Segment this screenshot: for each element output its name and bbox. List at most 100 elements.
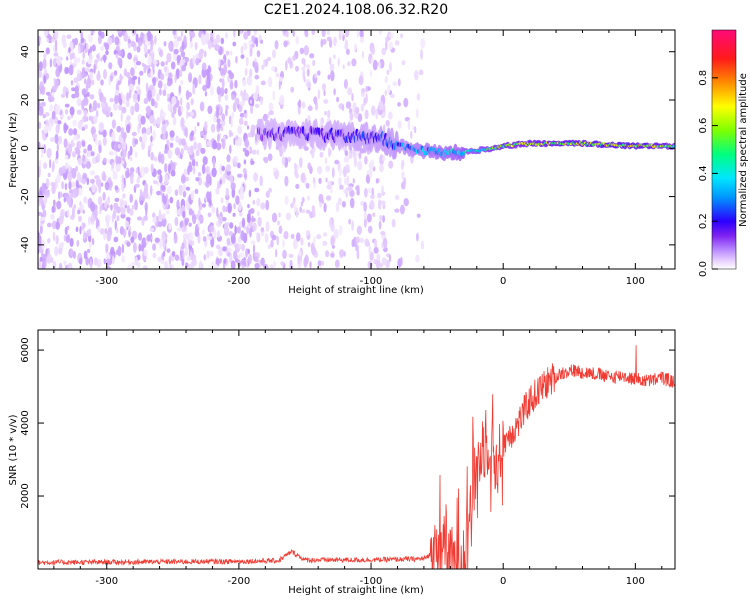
spectrogram-noise-mark (74, 91, 80, 98)
spectrogram-noise-mark (228, 231, 234, 237)
spectrogram-noise-mark (137, 123, 140, 134)
spectrogram-noise-mark (240, 45, 244, 55)
spectrogram-noise-mark (45, 190, 50, 198)
spectrogram-noise-mark (363, 201, 367, 212)
spectrogram-noise-mark (388, 41, 394, 50)
spectrogram-noise-mark (40, 152, 44, 158)
spectrogram-noise-mark (161, 192, 165, 203)
spectrogram-noise-mark (349, 197, 355, 209)
spectrogram-noise-mark (197, 172, 201, 177)
spectrogram-noise-mark (141, 62, 145, 67)
spectrogram-noise-mark (188, 72, 193, 83)
spectrogram-noise-mark (176, 227, 182, 232)
spectrogram-noise-mark (381, 47, 387, 56)
spectrogram-noise-mark (281, 156, 286, 166)
spectrogram-noise-mark (195, 149, 200, 157)
spectrogram-noise-mark (82, 115, 88, 123)
spectrogram-noise-mark (167, 93, 170, 98)
spectrogram-noise-mark (182, 233, 188, 240)
spectrogram-noise-mark (278, 79, 281, 90)
spectrogram-noise-mark (342, 64, 345, 70)
spectrogram-noise-mark (195, 161, 198, 167)
spectrogram-noise-mark (188, 222, 192, 227)
spectrogram-noise-mark (243, 92, 249, 101)
spectrogram-noise-mark (55, 104, 61, 115)
spectrogram-noise-mark (344, 150, 349, 157)
spectrogram-frame (37, 29, 676, 270)
spectrogram-noise-mark (347, 61, 351, 67)
spectrogram-noise-mark (206, 250, 210, 259)
spectrogram-noise-mark (137, 94, 140, 103)
spectrogram-noise-mark (184, 56, 189, 63)
spectrogram-noise-mark (143, 166, 149, 174)
spectrogram-noise-mark (219, 179, 222, 185)
spectrogram-noise-mark (255, 84, 260, 95)
spectrogram-noise-mark (123, 229, 126, 238)
spectrogram-noise-mark (81, 59, 85, 65)
spectrogram-ytick-label: 0 (20, 145, 31, 151)
spectrogram-noise-mark (96, 72, 101, 82)
spectrogram-noise-mark (420, 37, 426, 49)
spectrogram-noise-mark (91, 238, 95, 246)
spectrogram-noise-mark (99, 204, 103, 211)
spectrogram-noise-mark (367, 187, 373, 194)
spectrogram-noise-mark (414, 70, 419, 81)
spectrogram-noise-mark (365, 174, 371, 184)
spectrogram-noise-mark (179, 79, 184, 86)
spectrogram-noise-mark (361, 88, 365, 93)
spectrogram-noise-mark (381, 257, 387, 266)
spectrogram-noise-mark (187, 166, 190, 176)
spectrogram-noise-mark (171, 96, 177, 105)
spectrogram-noise-mark (205, 168, 209, 173)
spectrogram-noise-mark (204, 121, 208, 132)
spectrogram-noise-mark (255, 66, 259, 72)
spectrogram-noise-mark (202, 156, 208, 166)
colorbar-tick-label: 0.0 (698, 261, 709, 277)
spectrogram-noise-mark (357, 160, 363, 171)
spectrogram-noise-mark (216, 107, 220, 119)
spectrogram-noise-mark (239, 101, 245, 106)
spectrogram-noise-mark (130, 105, 135, 116)
spectrogram-noise-mark (307, 105, 313, 112)
spectrogram-noise-mark (347, 185, 353, 192)
spectrogram-noise-mark (52, 260, 57, 269)
spectrogram-noise-mark (102, 192, 106, 201)
spectrogram-noise-mark (185, 127, 188, 138)
spectrogram-noise-mark (229, 252, 233, 264)
spectrogram-noise-mark (224, 32, 228, 39)
spectrogram-noise-mark (71, 142, 75, 147)
spectrogram-noise-mark (38, 35, 41, 42)
spectrogram-noise-mark (191, 31, 196, 39)
spectrogram-noise-mark (235, 55, 238, 64)
spectrogram-noise-mark (209, 191, 212, 202)
spectrogram-noise-mark (306, 82, 312, 88)
spectrogram-noise-mark (243, 159, 247, 165)
spectrogram-noise-mark (117, 30, 123, 38)
spectrogram-noise-mark (193, 141, 197, 151)
spectrogram-noise-mark (131, 204, 136, 210)
spectrogram-noise-mark (121, 140, 127, 151)
spectrogram-noise-mark (176, 36, 180, 42)
spectrogram-noise-mark (298, 99, 302, 109)
spectrogram-noise-mark (312, 59, 316, 67)
spectrogram-noise-mark (182, 250, 185, 260)
spectrogram-noise-mark (344, 30, 350, 38)
spectrogram-noise-mark (349, 189, 355, 198)
spectrogram-noise-mark (181, 65, 187, 72)
spectrogram-noise-mark (110, 75, 113, 82)
spectrogram-noise-mark (388, 32, 394, 39)
spectrogram-noise-mark (298, 250, 302, 257)
spectrogram-noise-mark (65, 91, 69, 99)
spectrogram-noise-mark (53, 52, 59, 57)
spectrogram-noise-mark (248, 189, 252, 198)
spectrogram-noise-mark (194, 53, 200, 59)
spectrogram-noise-mark (135, 167, 139, 174)
spectrogram-noise-mark (249, 68, 253, 78)
spectrogram-noise-mark (400, 256, 403, 266)
snr-xtick-label: 0 (500, 576, 506, 587)
spectrogram-noise-mark (337, 57, 340, 67)
spectrogram-noise-mark (385, 36, 390, 42)
spectrogram-noise-mark (168, 223, 172, 230)
spectrogram-noise-mark (303, 45, 309, 56)
spectrogram-noise-mark (216, 86, 221, 95)
